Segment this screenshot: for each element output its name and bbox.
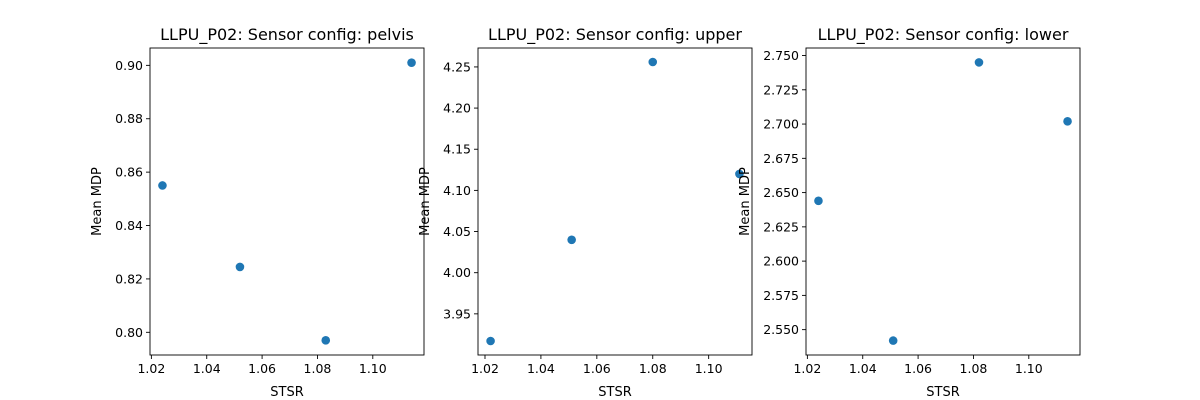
plot-area-frame	[477, 47, 753, 356]
y-tick-label: 0.86	[115, 165, 143, 180]
x-tick-label: 1.02	[137, 361, 165, 376]
y-tick-label: 4.00	[443, 265, 471, 280]
x-tick-label: 1.08	[960, 361, 988, 376]
x-tick-label: 1.04	[849, 361, 877, 376]
y-tick-label: 2.725	[763, 82, 799, 97]
x-tick-label: 1.06	[904, 361, 932, 376]
data-point	[321, 336, 331, 345]
x-tick-label: 1.04	[527, 361, 555, 376]
x-tick-label: 1.06	[583, 361, 611, 376]
chart-title: LLPU_P02: Sensor config: lower	[818, 25, 1069, 45]
y-tick-label: 4.10	[443, 183, 471, 198]
y-tick-label: 2.675	[763, 151, 799, 166]
plot-area-frame	[805, 47, 1081, 356]
y-tick-label: 2.600	[763, 254, 799, 269]
data-point	[235, 262, 245, 272]
x-tick-label: 1.08	[304, 361, 332, 376]
x-axis-label: STSR	[598, 385, 631, 400]
x-tick-label: 1.04	[193, 361, 221, 376]
y-tick-label: 3.95	[443, 306, 471, 321]
y-tick-label: 2.750	[763, 48, 799, 63]
data-point	[1063, 117, 1072, 126]
data-point	[407, 58, 416, 67]
x-tick-label: 1.10	[695, 361, 723, 376]
data-point	[648, 57, 658, 67]
y-tick-label: 0.84	[115, 218, 143, 233]
y-axis-label: Mean MDP	[418, 167, 433, 236]
chart-title: LLPU_P02: Sensor config: upper	[488, 25, 742, 45]
y-tick-label: 4.25	[443, 59, 471, 74]
y-tick-label: 0.80	[115, 325, 143, 340]
x-tick-label: 1.10	[1015, 361, 1043, 376]
data-point	[486, 336, 495, 346]
data-point	[814, 196, 823, 206]
x-tick-label: 1.06	[248, 361, 276, 376]
x-tick-label: 1.10	[359, 361, 387, 376]
plot-area-frame	[149, 47, 425, 356]
y-tick-label: 0.88	[115, 111, 143, 126]
chart-panel-2: LLPU_P02: Sensor config: upper 1.02 1.04 1.…	[418, 25, 753, 400]
data-point	[158, 181, 167, 190]
y-tick-label: 2.700	[763, 117, 799, 132]
y-tick-label: 4.20	[443, 101, 471, 116]
chart-panel-1: LLPU_P02: Sensor config: pelvis 1.02 1.04 1…	[90, 25, 425, 400]
chart-title: LLPU_P02: Sensor config: pelvis	[160, 25, 414, 45]
y-tick-label: 2.650	[763, 185, 799, 200]
x-tick-label: 1.02	[793, 361, 821, 376]
y-tick-label: 0.90	[115, 58, 143, 73]
chart-panel-3: LLPU_P02: Sensor config: lower 1.02 1.04 1.…	[738, 25, 1081, 400]
y-tick-label: 0.82	[115, 271, 143, 286]
y-axis-label: Mean MDP	[738, 167, 753, 236]
y-tick-label: 4.15	[443, 142, 471, 157]
data-point	[974, 58, 984, 67]
x-axis-label: STSR	[270, 385, 303, 400]
y-tick-label: 4.05	[443, 224, 471, 239]
data-point	[735, 169, 744, 179]
x-axis-label: STSR	[926, 385, 959, 400]
x-tick-label: 1.08	[639, 361, 667, 376]
y-tick-label: 2.550	[763, 322, 799, 337]
x-tick-label: 1.02	[471, 361, 499, 376]
y-axis-label: Mean MDP	[90, 167, 105, 236]
data-point	[888, 336, 898, 345]
y-tick-label: 2.625	[763, 219, 799, 234]
y-tick-label: 2.575	[763, 288, 799, 303]
data-point	[567, 235, 576, 245]
